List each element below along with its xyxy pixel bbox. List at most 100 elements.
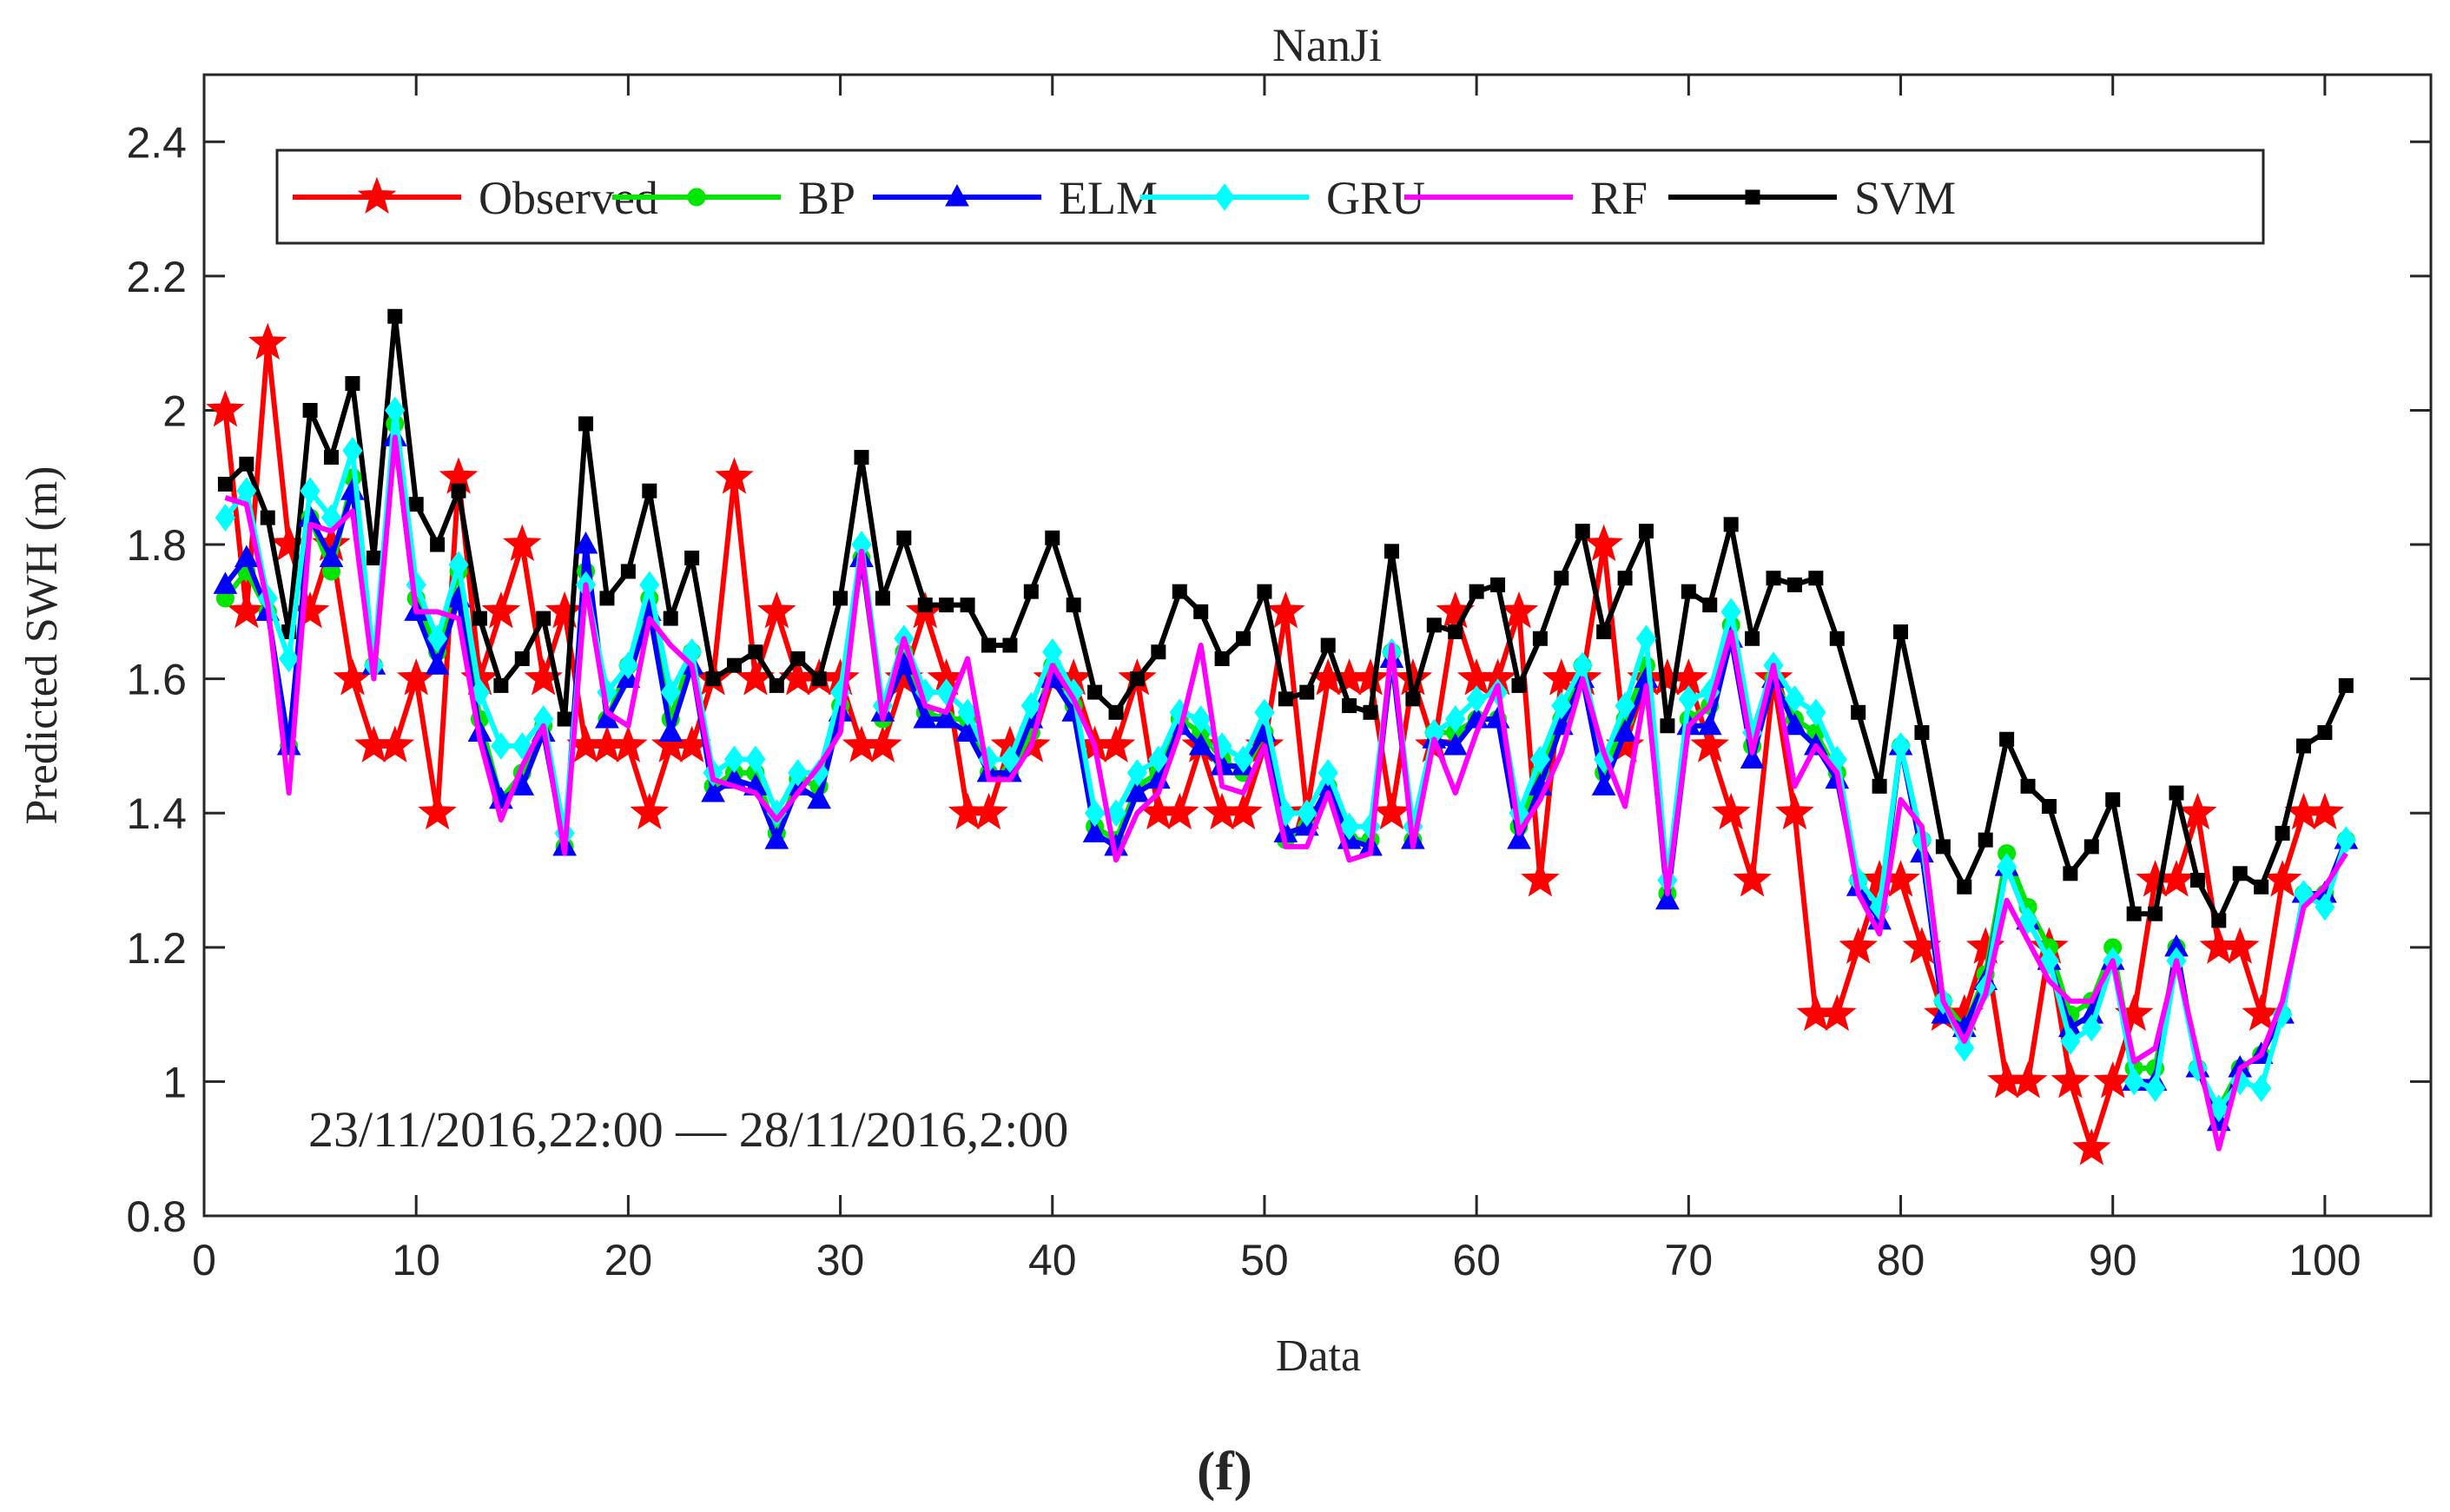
data-point-svm	[2189, 873, 2205, 888]
data-point-elm	[658, 719, 683, 742]
data-point-gru	[2335, 826, 2356, 854]
data-point-svm	[536, 611, 551, 626]
data-point-svm	[1702, 598, 1718, 613]
data-point-gru	[1020, 691, 1041, 720]
data-point-svm	[2148, 906, 2163, 921]
legend-marker-gru	[1214, 183, 1235, 211]
y-tick-label: 2.2	[126, 253, 187, 301]
data-point-svm	[217, 476, 233, 492]
data-point-observed	[206, 390, 245, 427]
data-point-svm	[472, 611, 487, 626]
data-point-observed	[1266, 591, 1305, 629]
data-point-gru	[2315, 893, 2335, 921]
figure-caption: (f)	[1197, 1440, 1252, 1502]
data-point-svm	[1172, 584, 1187, 599]
x-tick-label: 20	[604, 1236, 653, 1284]
data-point-observed	[1817, 994, 1857, 1032]
series-line-rf	[224, 434, 2348, 1152]
data-point-svm	[1575, 524, 1590, 539]
data-point-svm	[387, 308, 403, 324]
y-axis-label: Predicted SWH (m)	[17, 465, 67, 824]
data-point-svm	[1808, 571, 1824, 586]
data-point-observed	[1521, 860, 1560, 897]
data-point-svm	[2338, 677, 2354, 693]
data-point-gru	[2209, 1094, 2229, 1123]
legend-label-rf: RF	[1590, 172, 1648, 224]
data-point-svm	[1745, 631, 1760, 646]
data-point-svm	[1214, 650, 1230, 666]
data-point-gru	[1317, 759, 1338, 787]
data-point-gru	[2081, 1014, 2102, 1042]
data-point-svm	[1766, 571, 1781, 586]
data-point-svm	[2295, 738, 2311, 754]
legend-marker-svm	[1745, 189, 1760, 205]
data-point-observed	[969, 792, 1008, 830]
data-point-svm	[514, 650, 530, 666]
data-point-elm	[764, 827, 789, 849]
data-point-svm	[1893, 624, 1909, 640]
data-point-svm	[493, 677, 509, 693]
data-point-svm	[2083, 839, 2099, 855]
data-point-svm	[790, 650, 806, 666]
data-point-svm	[1193, 604, 1209, 619]
data-point-observed	[1160, 792, 1199, 830]
data-point-gru	[385, 396, 406, 425]
data-point-svm	[1511, 677, 1527, 693]
data-point-observed	[545, 591, 584, 629]
data-point-observed	[2072, 1128, 2111, 1165]
data-point-svm	[833, 591, 849, 606]
data-point-gru	[2144, 1074, 2166, 1102]
data-point-gru	[1445, 705, 1466, 733]
y-tick-label: 0.8	[126, 1192, 187, 1241]
data-point-svm	[1299, 684, 1315, 700]
data-point-elm	[1591, 773, 1616, 796]
legend-marker-elm	[945, 183, 969, 207]
data-point-elm	[234, 545, 259, 568]
data-point-observed	[1499, 591, 1539, 629]
data-point-svm	[642, 483, 657, 498]
data-point-svm	[875, 591, 890, 606]
y-tick-label: 1.2	[126, 924, 187, 973]
data-point-svm	[1469, 584, 1484, 599]
data-point-observed	[1690, 725, 1730, 763]
legend-label-bp: BP	[798, 172, 855, 224]
data-point-svm	[1151, 644, 1166, 660]
data-point-svm	[1872, 778, 1887, 794]
data-point-svm	[1723, 517, 1739, 532]
data-point-svm	[939, 598, 954, 613]
data-point-svm	[811, 671, 827, 687]
data-point-svm	[1236, 631, 1251, 646]
data-point-svm	[1554, 571, 1569, 586]
data-point-observed	[609, 725, 648, 763]
chart-legend: Observed BP ELM GRU RF SVM	[275, 149, 2265, 245]
data-point-elm	[807, 786, 831, 809]
x-tick-label: 100	[2288, 1236, 2361, 1284]
legend-label-svm: SVM	[1854, 172, 1956, 224]
data-point-observed	[1372, 792, 1411, 830]
data-point-gru	[1529, 745, 1551, 774]
data-point-svm	[2211, 913, 2227, 928]
data-point-gru	[1784, 684, 1806, 713]
data-point-gru	[1996, 853, 2017, 881]
data-point-observed	[1711, 792, 1751, 830]
data-point-svm	[1108, 704, 1124, 720]
data-point-gru	[2251, 1074, 2272, 1102]
data-point-svm	[451, 483, 466, 498]
data-point-svm	[408, 497, 424, 512]
data-point-svm	[1066, 598, 1081, 613]
data-point-gru	[2123, 1067, 2144, 1096]
data-point-elm	[213, 571, 238, 594]
x-tick-label: 90	[2089, 1236, 2137, 1284]
data-point-elm	[1613, 719, 1637, 742]
data-point-elm	[1740, 746, 1765, 769]
data-point-gru	[1466, 684, 1487, 713]
data-point-gru	[1720, 598, 1741, 626]
data-point-svm	[2020, 778, 2036, 794]
data-point-svm	[620, 564, 636, 579]
legend-marker-bp	[687, 188, 706, 207]
data-point-svm	[1914, 724, 1930, 740]
data-point-svm	[981, 637, 997, 653]
data-point-svm	[1023, 584, 1039, 599]
data-point-svm	[1087, 684, 1103, 700]
